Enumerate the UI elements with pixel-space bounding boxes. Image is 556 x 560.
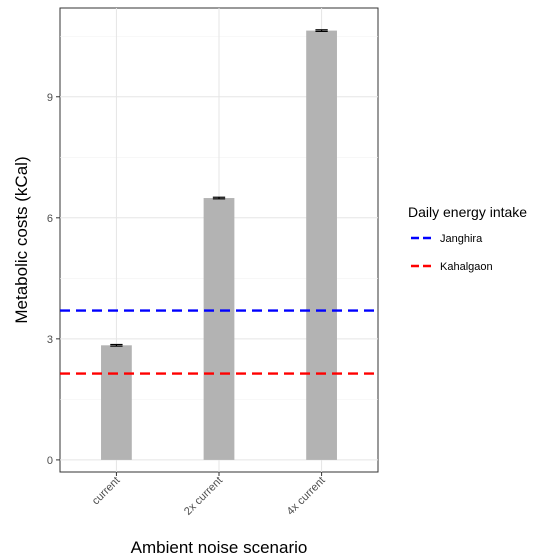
y-tick-label: 3 <box>47 334 53 346</box>
x-axis-ticks: current 2x current 4x current <box>90 472 328 518</box>
y-tick-label: 9 <box>47 92 53 104</box>
bars <box>101 29 337 460</box>
x-tick-label: 4x current <box>285 475 328 518</box>
legend-title: Daily energy intake <box>408 204 527 220</box>
reference-lines <box>60 309 378 375</box>
x-axis-title: Ambient noise scenario <box>131 538 308 557</box>
bar <box>306 30 337 460</box>
y-axis-ticks: 0 3 6 9 <box>47 92 60 467</box>
y-tick-label: 6 <box>47 213 53 225</box>
legend-label-janghira: Janghira <box>440 233 483 245</box>
y-axis-title: Metabolic costs (kCal) <box>12 156 31 323</box>
x-tick-label: current <box>90 475 123 508</box>
bar <box>101 345 132 460</box>
x-tick-label: 2x current <box>182 475 225 518</box>
bar <box>203 198 235 460</box>
legend-label-kahalgaon: Kahalgaon <box>440 261 493 273</box>
legend: Daily energy intake Janghira Kahalgaon <box>408 204 527 273</box>
y-tick-label: 0 <box>47 455 53 467</box>
